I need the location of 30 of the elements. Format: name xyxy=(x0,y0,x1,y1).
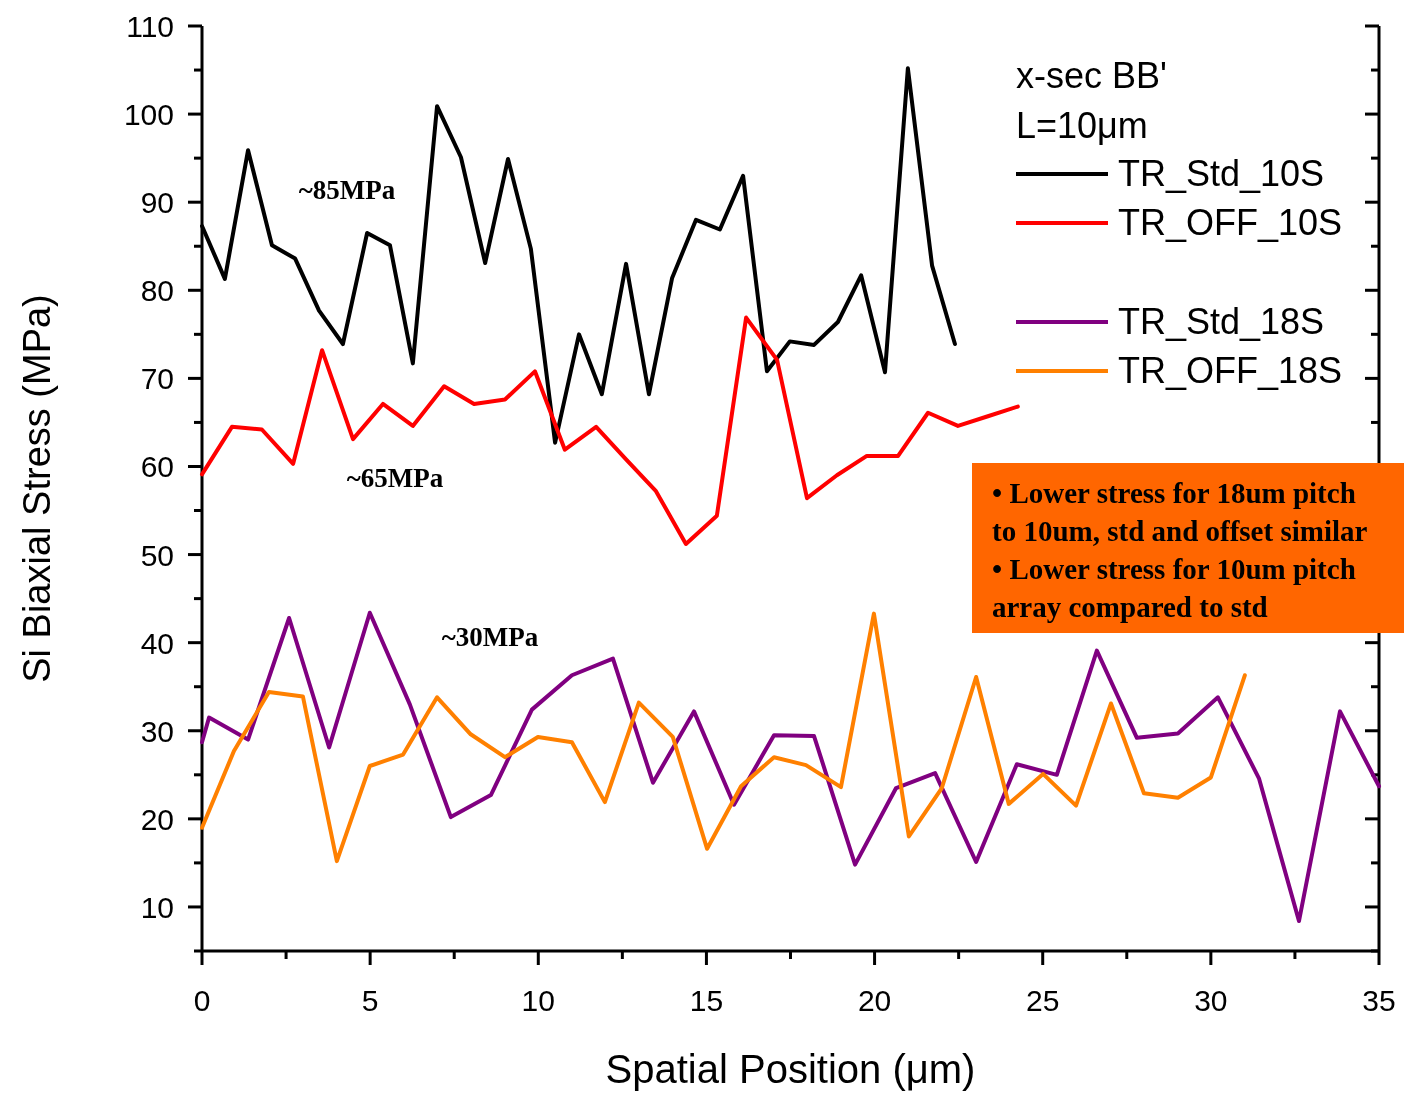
y-tick-label: 70 xyxy=(140,362,174,396)
legend-title: x-sec BB' L=10μm xyxy=(1016,55,1167,146)
annotation: ~85MPa xyxy=(298,175,396,205)
x-tick-label: 0 xyxy=(193,984,211,1017)
y-tick-label: 110 xyxy=(126,10,174,43)
y-tick-label: 10 xyxy=(140,890,174,924)
x-tick-label: 5 xyxy=(361,984,379,1017)
y-tick-label: 100 xyxy=(123,98,174,132)
annotation: ~65MPa xyxy=(346,463,444,493)
y-tick-label: 40 xyxy=(140,626,174,660)
y-tick-label: 20 xyxy=(140,802,174,836)
x-tick-label: 15 xyxy=(689,984,724,1017)
x-tick-label: 20 xyxy=(857,984,892,1017)
x-tick-label: 30 xyxy=(1194,984,1228,1017)
y-tick-label: 50 xyxy=(140,538,174,572)
x-tick-label: 35 xyxy=(1362,984,1396,1017)
x-axis-title: Spatial Position (μm) xyxy=(605,1047,976,1091)
x-tick-label: 25 xyxy=(1026,984,1060,1017)
legend-label: TR_Std_18S xyxy=(1118,301,1325,342)
y-tick-label: 80 xyxy=(140,274,174,308)
legend-label: TR_Std_10S xyxy=(1118,153,1325,194)
y-tick-label: 30 xyxy=(140,714,174,748)
y-tick-label: 60 xyxy=(140,450,174,484)
y-axis-title: Si Biaxial Stress (MPa) xyxy=(16,294,58,683)
y-tick-label: 90 xyxy=(140,186,174,220)
annotation: ~30MPa xyxy=(441,622,539,652)
annotation: • Lower stress for 18um pitch to 10um, std and offset similar • Lower stress for 10um pitch array compared to std xyxy=(992,477,1368,623)
x-tick-label: 10 xyxy=(521,984,555,1017)
legend-label: TR_OFF_18S xyxy=(1118,350,1343,391)
legend-label: TR_OFF_10S xyxy=(1118,202,1343,243)
